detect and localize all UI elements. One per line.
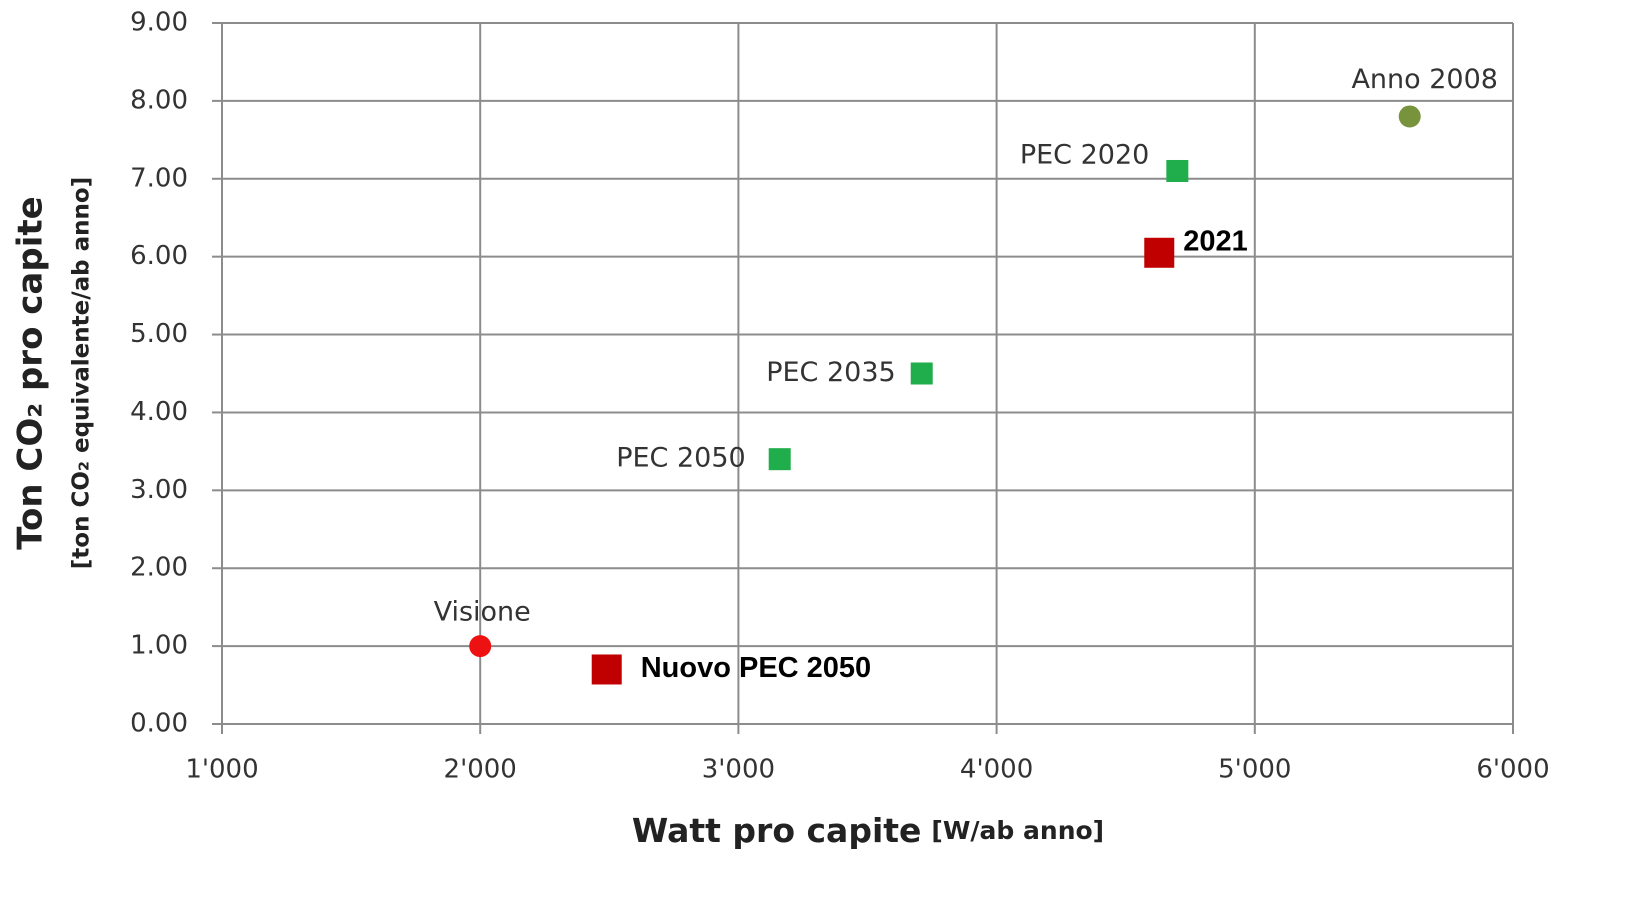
- point: [910, 362, 933, 385]
- point: [591, 654, 622, 685]
- point-label: Anno 2008: [1351, 64, 1498, 95]
- y-tick-label: 8.00: [130, 85, 188, 115]
- y-axis-title: Ton CO₂ pro capite: [11, 196, 51, 549]
- point-label: PEC 2020: [1020, 139, 1150, 170]
- y-tick-label: 7.00: [130, 163, 188, 193]
- point-label: 2021: [1183, 225, 1248, 257]
- point: [1144, 237, 1175, 268]
- x-tick-label: 2'000: [444, 755, 517, 785]
- x-tick-label: 6'000: [1476, 755, 1549, 785]
- point-label: Nuovo PEC 2050: [641, 652, 871, 684]
- y-tick-label: 6.00: [130, 241, 188, 271]
- y-axis-subtitle: [ton CO₂ equivalente/ab anno]: [69, 177, 95, 569]
- point-label: PEC 2050: [616, 443, 746, 474]
- y-tick-label: 2.00: [130, 553, 188, 583]
- y-tick-label: 5.00: [130, 319, 188, 349]
- x-tick-label: 4'000: [960, 755, 1033, 785]
- point: [768, 448, 791, 471]
- y-tick-label: 1.00: [130, 631, 188, 661]
- y-tick-label: 3.00: [130, 475, 188, 505]
- point: [1398, 105, 1421, 128]
- x-tick-label: 1'000: [185, 755, 258, 785]
- y-tick-label: 9.00: [130, 8, 188, 38]
- point: [1166, 159, 1189, 182]
- point-label: Visione: [434, 597, 531, 628]
- point: [469, 635, 492, 658]
- x-axis-title-group: Watt pro capite [W/ab anno]: [632, 811, 1104, 850]
- y-tick-label: 4.00: [130, 397, 188, 427]
- point-label: PEC 2035: [766, 357, 896, 388]
- x-tick-label: 5'000: [1218, 755, 1291, 785]
- x-axis-title: Watt pro capite: [632, 811, 922, 850]
- x-tick-label: 3'000: [702, 755, 775, 785]
- y-tick-label: 0.00: [130, 709, 188, 739]
- x-axis-unit: [W/ab anno]: [931, 816, 1104, 845]
